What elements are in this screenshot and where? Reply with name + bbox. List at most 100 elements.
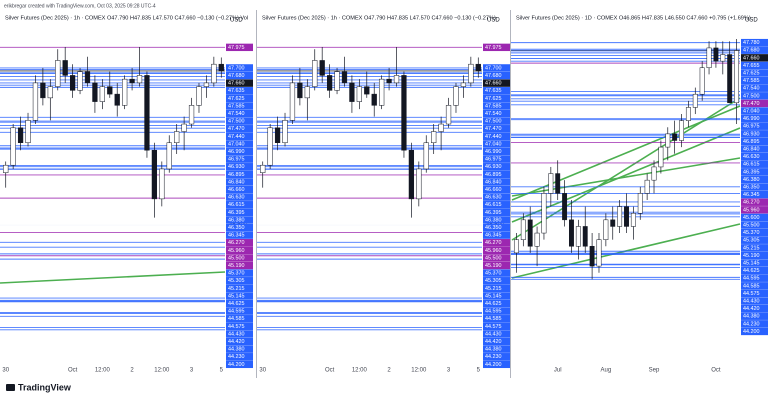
level-label-box	[226, 117, 253, 125]
candle-body	[334, 71, 340, 91]
level-label: 47.540	[485, 111, 502, 117]
level-label-box	[741, 107, 768, 115]
candle-body	[260, 164, 266, 173]
level-label-box	[226, 140, 253, 148]
level-label: 47.040	[485, 141, 502, 147]
x-tick-label: Oct	[711, 368, 721, 374]
candle-body	[319, 60, 325, 76]
candle-body	[575, 226, 581, 247]
level-label-box	[741, 251, 768, 260]
level-label: 46.840	[743, 146, 760, 152]
level-label: 46.350	[228, 225, 245, 231]
candle-body	[129, 78, 135, 84]
candle-body	[282, 120, 288, 144]
panel-title: Silver Futures (Dec 2025) · 1h · COMEX O…	[262, 15, 496, 21]
level-label: 46.840	[485, 179, 502, 185]
candle-body	[364, 86, 370, 95]
x-tick-label: 3	[447, 368, 451, 374]
candle-body	[520, 219, 526, 240]
candle-body	[416, 168, 422, 200]
level-label: 47.585	[743, 78, 760, 84]
level-label-box	[483, 292, 510, 300]
level-label: 44.625	[228, 301, 245, 307]
level-label: 47.660	[228, 81, 245, 87]
level-label: 47.585	[228, 103, 245, 109]
level-label-box	[226, 132, 253, 141]
trend-line	[0, 271, 226, 284]
level-label: 46.270	[743, 200, 760, 206]
level-label: 46.930	[485, 164, 502, 170]
x-tick-label: Aug	[601, 368, 612, 374]
candle-body	[548, 173, 554, 194]
attribution: erikbregar created with TradingView.com,…	[4, 3, 156, 9]
candle-body	[582, 226, 588, 247]
x-tick-label: 5	[477, 368, 481, 374]
level-label-box	[483, 132, 510, 141]
candle-body	[62, 60, 68, 76]
level-label: 47.470	[228, 126, 245, 132]
candle-body	[637, 193, 643, 214]
level-label-box	[483, 117, 510, 125]
candle-body	[379, 78, 385, 106]
level-label-box	[483, 353, 510, 361]
panel-title: Silver Futures (Dec 2025) · 1D · COMEX O…	[516, 15, 751, 21]
candle-body	[720, 54, 726, 62]
level-label: 45.960	[743, 207, 760, 213]
level-label: 47.440	[228, 134, 245, 140]
candle-body	[326, 75, 333, 91]
level-label: 45.305	[485, 278, 502, 284]
candle-body	[438, 123, 444, 132]
candle-body	[672, 133, 678, 141]
level-label: 46.380	[228, 217, 245, 223]
level-label: 44.230	[485, 354, 502, 360]
level-label-box	[741, 213, 768, 222]
candle-body	[211, 63, 217, 84]
level-label: 47.470	[743, 101, 760, 107]
x-tick-label: Sep	[649, 368, 660, 374]
x-tick-label: Jul	[554, 368, 562, 374]
level-label: 46.895	[743, 139, 760, 145]
level-label: 47.040	[228, 141, 245, 147]
x-tick-label: 12:00	[352, 368, 368, 374]
candle-body	[541, 193, 547, 234]
x-tick-label: 30	[2, 368, 9, 374]
level-label-box	[741, 46, 768, 54]
level-label: 47.680	[228, 73, 245, 79]
level-label-box	[226, 231, 253, 239]
candle-body	[665, 133, 671, 148]
level-label: 44.585	[485, 316, 502, 322]
level-label-box	[226, 284, 253, 293]
level-label-box	[226, 102, 253, 110]
candle-body	[69, 75, 76, 91]
level-label: 44.625	[485, 301, 502, 307]
level-label: 47.470	[485, 126, 502, 132]
level-label-box	[741, 130, 768, 138]
level-label: 47.635	[485, 88, 502, 94]
level-label: 46.270	[485, 240, 502, 246]
candle-body	[77, 71, 83, 91]
level-label: 45.145	[743, 260, 760, 266]
candle-body	[371, 93, 377, 106]
candle-body	[431, 131, 437, 144]
level-label: 46.840	[228, 179, 245, 185]
candle-body	[166, 142, 172, 170]
level-label-box	[483, 201, 510, 209]
level-label-box	[483, 170, 510, 179]
level-label: 46.615	[228, 202, 245, 208]
x-tick-label: 12:00	[411, 368, 427, 374]
level-label-box	[226, 147, 253, 156]
level-label: 44.575	[743, 291, 760, 297]
level-label-box	[741, 274, 768, 282]
level-label-box	[741, 320, 768, 328]
candle-body	[181, 123, 187, 132]
level-label: 46.975	[228, 157, 245, 163]
level-label-box	[483, 87, 510, 95]
level-label-box	[741, 145, 768, 153]
level-label: 46.615	[743, 162, 760, 168]
level-label: 46.990	[485, 149, 502, 155]
level-label-box	[483, 64, 510, 72]
level-label: 46.345	[743, 192, 760, 198]
level-label-box	[741, 69, 768, 77]
candle-body	[3, 164, 9, 173]
level-label-box	[226, 64, 253, 72]
